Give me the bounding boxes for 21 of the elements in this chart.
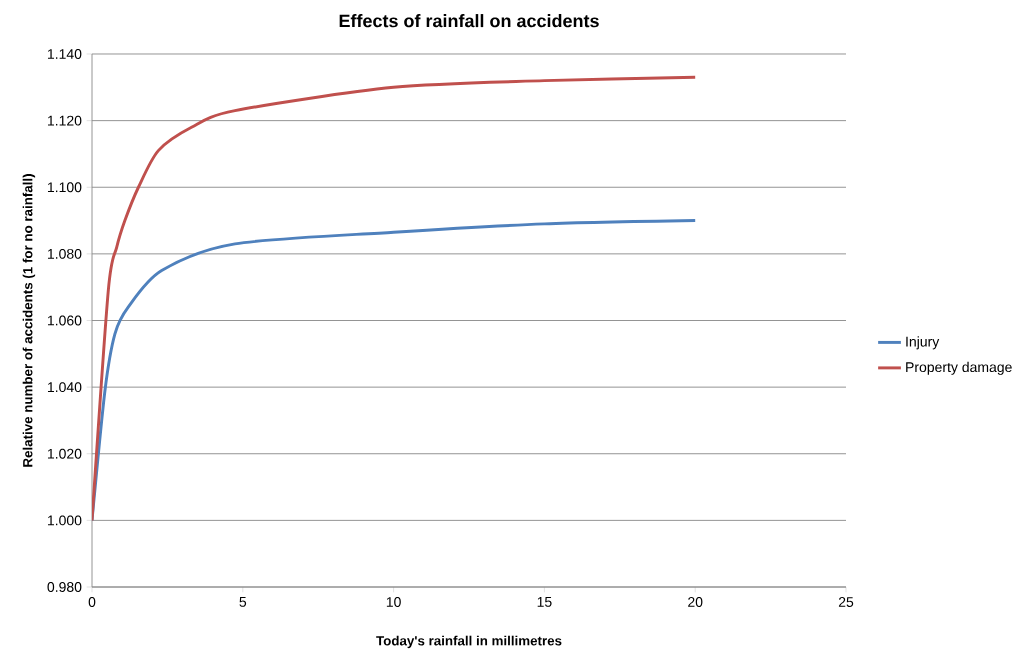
- y-tick-label: 1.000: [47, 515, 82, 526]
- y-tick-label: 1.020: [47, 448, 82, 459]
- chart-title: Effects of rainfall on accidents: [339, 14, 599, 28]
- x-tick-label: 25: [838, 597, 854, 607]
- y-tick-label: 1.120: [47, 115, 82, 126]
- x-tick-label: 20: [688, 597, 703, 607]
- y-tick-label: 1.060: [47, 315, 82, 326]
- y-tick-label: 1.100: [47, 182, 82, 193]
- x-tick-label: 0: [88, 597, 96, 607]
- legend-label: Injury: [906, 336, 940, 350]
- y-tick-label: 1.040: [47, 382, 82, 393]
- y-tick-label: 1.080: [47, 248, 82, 259]
- y-tick-label: 1.140: [47, 49, 82, 59]
- legend-label: Property damage: [906, 361, 1012, 375]
- x-tick-label: 5: [239, 597, 247, 607]
- x-axis-title: Today's rainfall in millimetres: [376, 635, 562, 649]
- y-axis-title: Relative number of accidents (1 for no rainfall): [22, 174, 36, 467]
- y-tick-label: 0.980: [47, 582, 82, 592]
- line-series: [92, 75, 697, 522]
- x-tick-label: 10: [386, 597, 401, 607]
- x-tick-label: 15: [537, 597, 552, 607]
